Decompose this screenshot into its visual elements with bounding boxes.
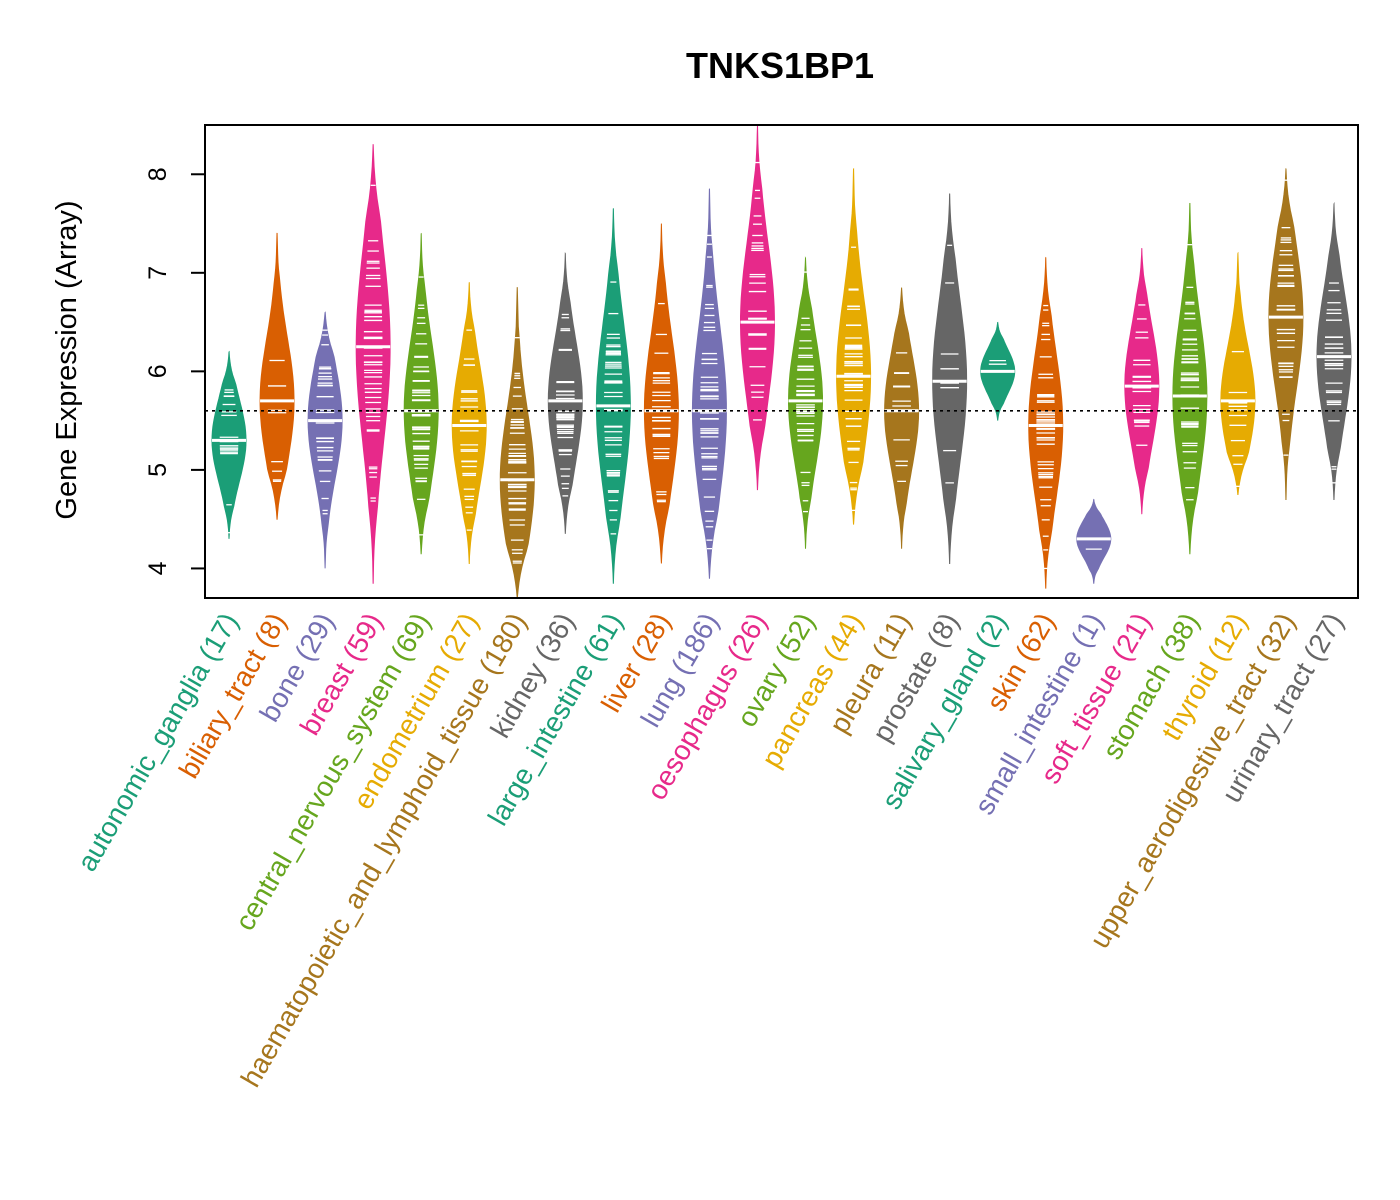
- violin-central_nervous_system: [403, 232, 439, 555]
- y-tick-label: 8: [144, 167, 172, 181]
- y-axis: 4 5 6 7 8: [144, 167, 206, 575]
- y-tick-label: 7: [144, 266, 172, 280]
- violin-soft_tissue: [1124, 247, 1160, 515]
- violin-kidney: [547, 252, 583, 534]
- chart-title: TNKS1BP1: [686, 45, 874, 86]
- violin-body: [1076, 498, 1112, 584]
- violin-lung: [691, 188, 727, 579]
- violin-oesophagus: [740, 124, 776, 491]
- violin-body: [259, 232, 295, 520]
- violin-body: [1316, 202, 1352, 500]
- violin-breast: [355, 144, 391, 584]
- violin-bone: [307, 311, 343, 569]
- violin-body: [547, 252, 583, 534]
- violin-body: [1220, 253, 1256, 495]
- violin-body: [691, 188, 727, 579]
- violin-upper_aerodigestive_tract: [1268, 168, 1304, 500]
- violin-body: [355, 144, 391, 584]
- violin-body: [740, 124, 776, 491]
- violin-body: [1268, 168, 1304, 500]
- y-axis-label: Gene Expression (Array): [51, 200, 83, 519]
- y-tick-label: 5: [144, 463, 172, 477]
- violin-body: [307, 311, 343, 569]
- violin-body: [451, 282, 487, 564]
- violin-pancreas: [836, 167, 872, 525]
- violin-body: [499, 287, 535, 599]
- violin-stomach: [1172, 202, 1208, 555]
- violin-body: [787, 256, 823, 549]
- plot-frame: [204, 124, 1359, 599]
- violin-small_intestine: [1076, 498, 1112, 584]
- violin-salivary_gland: [980, 321, 1016, 421]
- y-tick-label: 4: [144, 561, 172, 575]
- violin-thyroid: [1220, 253, 1256, 495]
- violin-prostate: [932, 193, 968, 564]
- violin-skin: [1028, 256, 1064, 589]
- violin-haematopoietic_and_lymphoid_tissue: [499, 287, 535, 599]
- violin-biliary_tract: [259, 232, 295, 520]
- violin-liver: [643, 223, 679, 564]
- violin-pleura: [884, 287, 920, 549]
- plot-area: [205, 124, 1358, 599]
- violin-body: [643, 223, 679, 564]
- violin-endometrium: [451, 282, 487, 564]
- category-labels: autonomic_ganglia (17)biliary_tract (8)b…: [71, 608, 1349, 1093]
- violin-ovary: [787, 256, 823, 549]
- violin-autonomic_ganglia: [211, 350, 247, 539]
- violin-body: [884, 287, 920, 549]
- y-tick-label: 6: [144, 364, 172, 378]
- violin-body: [403, 232, 439, 555]
- violin-body: [932, 193, 968, 564]
- violin-large_intestine: [595, 208, 631, 584]
- violin-urinary_tract: [1316, 202, 1352, 500]
